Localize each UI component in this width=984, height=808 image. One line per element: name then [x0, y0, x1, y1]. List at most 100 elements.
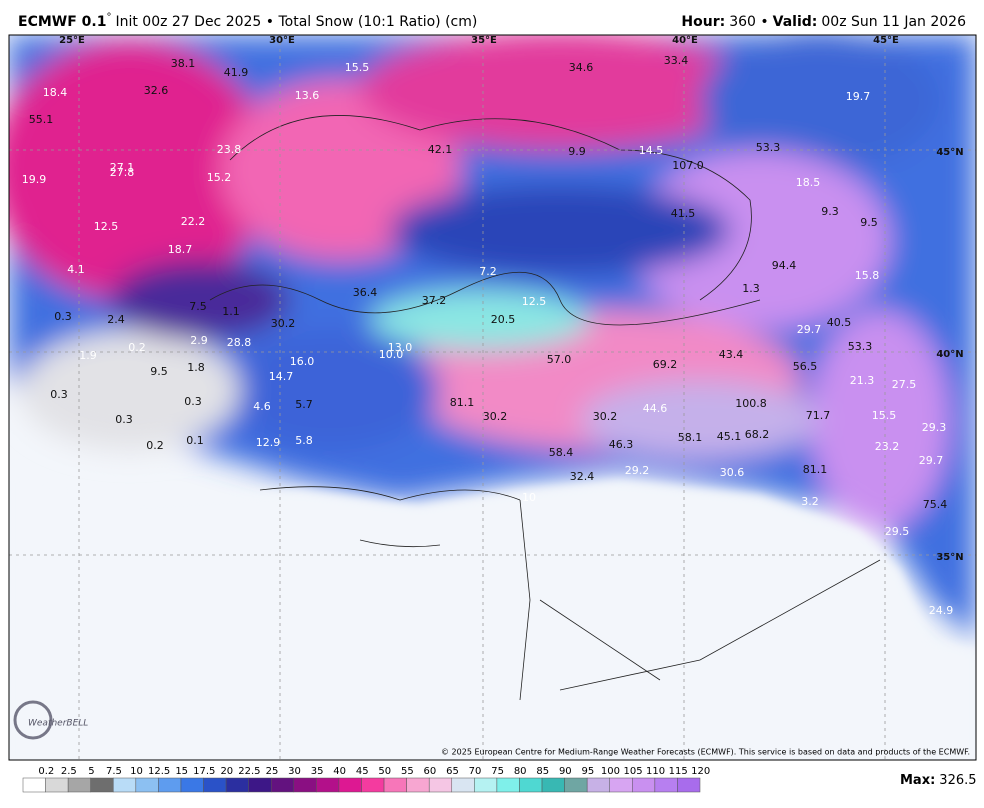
colorbar-label: 90	[559, 766, 572, 777]
value-label: 27.1	[110, 161, 135, 174]
value-label: 33.4	[664, 54, 689, 67]
grid-label: 35°E	[471, 35, 497, 46]
colorbar-label: 65	[446, 766, 459, 777]
value-label: 30.2	[271, 317, 296, 330]
colorbar-label: 0.2	[38, 766, 54, 777]
value-label: 71.7	[806, 409, 831, 422]
value-label: 27.5	[892, 378, 917, 391]
colorbar-label: 80	[514, 766, 527, 777]
value-label: 4.1	[67, 263, 85, 276]
colorbar-swatch	[338, 777, 362, 793]
colorbar-swatch	[406, 777, 430, 793]
value-label: 18.7	[168, 243, 193, 256]
hour: 360 •	[729, 14, 768, 30]
colorbar-swatch	[654, 777, 678, 793]
value-label: 18.5	[796, 176, 821, 189]
value-label: 29.3	[922, 421, 947, 434]
max-value: 326.5	[939, 773, 976, 788]
colorbar-label: 115	[669, 766, 688, 777]
value-label: 53.3	[848, 340, 873, 353]
value-label: 2.4	[107, 313, 125, 326]
grid-label: 40°N	[936, 349, 963, 360]
header-right: Hour: 360 • Valid: 00z Sun 11 Jan 2026	[681, 14, 966, 30]
value-label: 36.4	[353, 286, 378, 299]
value-label: 23.2	[875, 440, 900, 453]
value-label: 75.4	[923, 498, 948, 511]
value-label: 15.5	[872, 409, 897, 422]
value-label: 41.9	[224, 66, 249, 79]
value-label: 100.8	[735, 397, 767, 410]
value-label: 23.8	[217, 143, 242, 156]
value-label: 9.5	[150, 365, 168, 378]
colorbar-swatch	[67, 777, 91, 793]
value-label: 29.7	[797, 323, 822, 336]
value-label: 10	[522, 491, 536, 504]
value-label: 0.1	[186, 434, 204, 447]
max-label: Max:	[900, 773, 935, 788]
value-label: 58.1	[678, 431, 703, 444]
value-label: 24.9	[929, 604, 954, 617]
colorbar-label: 105	[623, 766, 642, 777]
colorbar-label: 35	[311, 766, 324, 777]
value-label: 12.5	[94, 220, 119, 233]
grid-label: 30°E	[269, 35, 295, 46]
value-label: 19.9	[22, 173, 47, 186]
value-label: 94.4	[772, 259, 797, 272]
colorbar-label: 100	[601, 766, 620, 777]
value-label: 15.8	[855, 269, 880, 282]
value-label: 45.1	[717, 430, 742, 443]
value-label: 5.8	[295, 434, 313, 447]
value-label: 0.2	[146, 439, 164, 452]
colorbar-label: 20	[220, 766, 233, 777]
colorbar-swatch	[90, 777, 114, 793]
colorbar-label: 15	[175, 766, 188, 777]
value-label: 46.3	[609, 438, 634, 451]
colorbar-swatch	[22, 777, 46, 793]
colorbar-swatch	[609, 777, 633, 793]
header-left: ECMWF 0.1° Init 00z 27 Dec 2025 • Total S…	[18, 12, 477, 30]
value-label: 27.8	[110, 166, 135, 179]
value-label: 29.7	[919, 454, 944, 467]
value-label: 21.3	[850, 374, 875, 387]
value-label: 29.2	[625, 464, 650, 477]
value-label: 0.3	[50, 388, 68, 401]
value-label: 30.2	[483, 410, 508, 423]
colorbar-swatch	[113, 777, 137, 793]
value-label: 32.6	[144, 84, 169, 97]
value-label: 0.3	[184, 395, 202, 408]
colorbar-swatch	[677, 777, 701, 793]
value-label: 30.6	[720, 466, 745, 479]
graticule	[9, 35, 976, 760]
value-label: 57.0	[547, 353, 572, 366]
colorbar-label: 7.5	[106, 766, 122, 777]
colorbar-swatch	[474, 777, 498, 793]
colorbar-label: 55	[401, 766, 414, 777]
value-label: 0.3	[115, 413, 133, 426]
value-label: 81.1	[450, 396, 475, 409]
value-label: 44.6	[643, 402, 668, 415]
value-label: 7.5	[189, 300, 207, 313]
value-label: 34.6	[569, 61, 594, 74]
colorbar-swatch	[632, 777, 656, 793]
value-label: 42.1	[428, 143, 453, 156]
copyright: © 2025 European Centre for Medium-Range …	[441, 748, 970, 757]
value-label: 16.0	[290, 355, 315, 368]
colorbar-label: 120	[691, 766, 710, 777]
value-label: 56.5	[793, 360, 818, 373]
subtitle: Init 00z 27 Dec 2025 • Total Snow (10:1 …	[115, 14, 477, 30]
value-label: 22.2	[181, 215, 206, 228]
colorbar-label: 110	[646, 766, 665, 777]
value-label: 19.7	[846, 90, 871, 103]
value-label: 15.5	[345, 61, 370, 74]
colorbar-swatch	[496, 777, 520, 793]
colorbar-swatch	[428, 777, 453, 793]
value-label: 7.2	[479, 265, 497, 278]
colorbar-swatch	[541, 777, 565, 793]
value-label: 1.1	[222, 305, 240, 318]
colorbar-swatch	[451, 777, 475, 793]
value-label: 58.4	[549, 446, 574, 459]
colorbar-swatch	[564, 777, 588, 793]
valid-label: Valid:	[773, 14, 818, 30]
value-label: 5.7	[295, 398, 313, 411]
value-label: 41.5	[671, 207, 696, 220]
